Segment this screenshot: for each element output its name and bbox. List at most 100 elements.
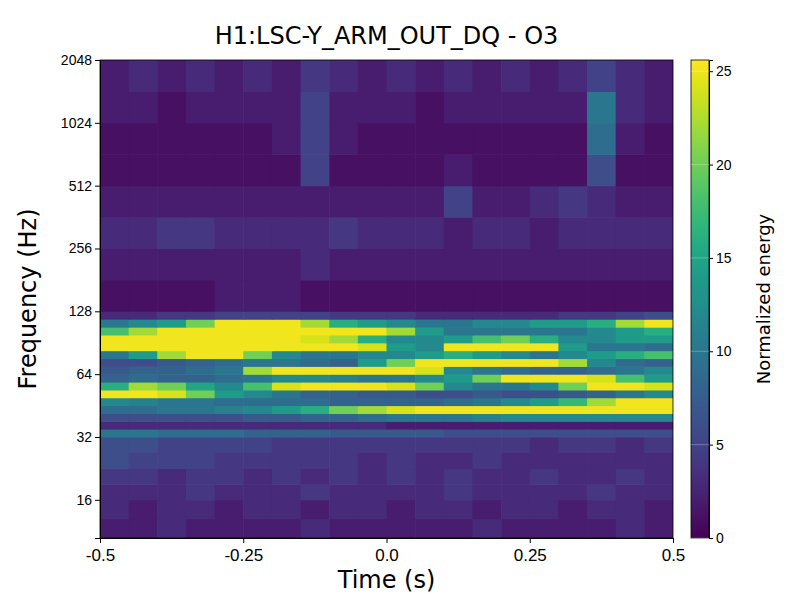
heatmap-cell <box>587 484 616 500</box>
heatmap-cell <box>157 327 186 335</box>
x-tick-mark <box>387 538 388 543</box>
heatmap-cell <box>530 519 559 538</box>
heatmap-cell <box>616 358 645 366</box>
heatmap-cell <box>415 421 444 430</box>
x-tick-mark <box>673 538 674 543</box>
heatmap-cell <box>587 280 616 312</box>
heatmap-cell <box>358 405 387 414</box>
heatmap-cell <box>243 398 272 406</box>
heatmap-cell <box>387 500 416 519</box>
heatmap-cell <box>530 452 559 469</box>
heatmap-cell <box>501 123 530 155</box>
heatmap-cell <box>644 343 673 351</box>
heatmap-cell <box>587 366 616 374</box>
heatmap-cell <box>644 519 673 538</box>
heatmap-cell <box>415 154 444 186</box>
y-tick-mark <box>95 500 100 501</box>
heatmap-cell <box>587 248 616 280</box>
heatmap-cell <box>472 366 501 374</box>
heatmap-cell <box>215 519 244 538</box>
heatmap-cell <box>358 374 387 382</box>
heatmap-cell <box>215 405 244 414</box>
heatmap-cell <box>358 519 387 538</box>
heatmap-cell <box>558 398 587 406</box>
heatmap-cell <box>472 421 501 430</box>
heatmap-cell <box>530 60 559 92</box>
x-tick: -0.25 <box>224 538 263 565</box>
heatmap-cell <box>415 123 444 155</box>
y-axis-title: Frequency (Hz) <box>14 209 42 390</box>
heatmap-cell <box>301 421 330 430</box>
heatmap-cell <box>644 60 673 92</box>
heatmap-cell <box>444 319 473 328</box>
heatmap-cell <box>530 154 559 186</box>
y-tick-mark <box>95 437 100 438</box>
y-tick-mark <box>95 311 100 312</box>
heatmap-cell <box>186 123 215 155</box>
heatmap-cell <box>129 452 158 469</box>
heatmap-cell <box>587 398 616 406</box>
heatmap-cell <box>100 413 129 421</box>
heatmap-cell <box>100 248 129 280</box>
heatmap-cell <box>501 421 530 430</box>
heatmap-cell <box>272 390 301 398</box>
heatmap-cell <box>100 186 129 218</box>
heatmap-cell <box>215 413 244 421</box>
heatmap-cell <box>530 366 559 374</box>
heatmap-cell <box>272 437 301 453</box>
heatmap-cell <box>301 248 330 280</box>
heatmap-cell <box>329 343 358 351</box>
heatmap-cell <box>387 374 416 382</box>
heatmap-cell <box>186 60 215 92</box>
heatmap-cell <box>444 366 473 374</box>
heatmap-cell <box>100 452 129 469</box>
heatmap-cell <box>444 311 473 319</box>
colorbar-tick-mark <box>709 71 713 72</box>
heatmap-cell <box>272 280 301 312</box>
heatmap-cell <box>129 280 158 312</box>
heatmap-cell <box>186 280 215 312</box>
heatmap-cell <box>387 343 416 351</box>
heatmap-cell <box>329 186 358 218</box>
heatmap-cell <box>243 382 272 391</box>
colorbar-axis: 0510152025 <box>709 61 732 546</box>
heatmap-cell <box>387 519 416 538</box>
heatmap-cell <box>415 382 444 391</box>
heatmap-cell <box>558 413 587 421</box>
heatmap-cell <box>329 469 358 485</box>
heatmap-cell <box>444 484 473 500</box>
heatmap-cell <box>616 343 645 351</box>
heatmap-cell <box>100 311 129 319</box>
heatmap-cell <box>329 280 358 312</box>
heatmap-cell <box>243 311 272 319</box>
y-tick-mark <box>95 123 100 124</box>
x-tick: 0.5 <box>662 538 686 565</box>
y-tick-mark <box>95 248 100 249</box>
x-tick-label: 0.0 <box>375 546 399 565</box>
heatmap-cell <box>558 186 587 218</box>
heatmap-cell <box>301 374 330 382</box>
heatmap-cell <box>301 358 330 366</box>
heatmap-cell <box>558 469 587 485</box>
heatmap-cell <box>100 366 129 374</box>
colorbar-grid-line <box>691 164 709 165</box>
heatmap-cell <box>472 351 501 359</box>
heatmap-cell <box>301 217 330 249</box>
heatmap-cell <box>644 437 673 453</box>
x-axis-line <box>101 539 674 544</box>
colorbar-tick-mark <box>709 351 713 352</box>
heatmap-cell <box>472 374 501 382</box>
heatmap-cell <box>129 500 158 519</box>
heatmap-cell <box>587 311 616 319</box>
heatmap-cell <box>387 398 416 406</box>
heatmap-cell <box>186 358 215 366</box>
heatmap-cell <box>157 398 186 406</box>
heatmap-cell <box>215 280 244 312</box>
heatmap-cell <box>215 500 244 519</box>
heatmap-cell <box>387 452 416 469</box>
heatmap-cell <box>186 154 215 186</box>
heatmap-cell <box>644 405 673 414</box>
heatmap-cell <box>329 390 358 398</box>
heatmap-cell <box>587 327 616 335</box>
heatmap-cell <box>243 186 272 218</box>
